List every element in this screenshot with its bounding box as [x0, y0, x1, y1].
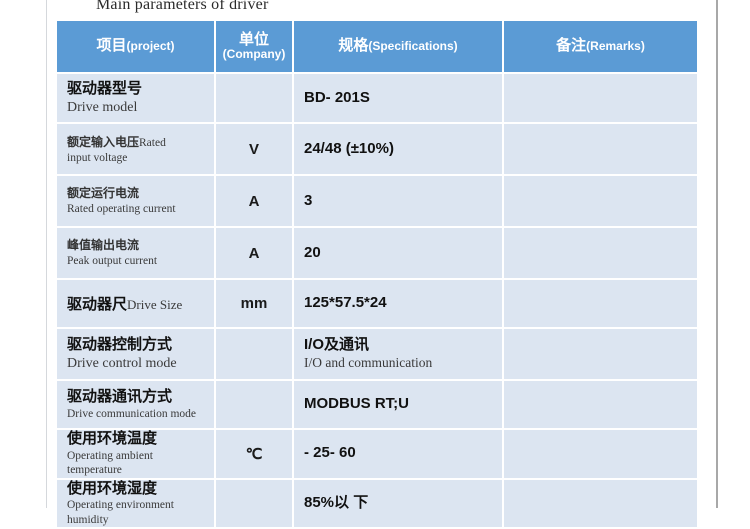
column-header-remarks-en: (Remarks) [586, 39, 645, 54]
spec-value: BD- 201S [304, 88, 370, 106]
column-header-remarks: 备注(Remarks) [504, 21, 697, 72]
table-body: 驱动器型号 Drive model BD- 201S 额定输入电压Rated i… [57, 74, 697, 527]
cell-item-drive-communication-mode: 驱动器通讯方式 Drive communication mode [57, 381, 214, 428]
cell-unit-drive-communication-mode [216, 381, 292, 428]
cell-remark-rated-input-voltage [504, 124, 697, 174]
spec-value: 3 [304, 191, 313, 209]
column-header-project-zh: 项目 [96, 37, 127, 55]
cell-unit-operating-environment-humidity [216, 479, 292, 527]
item-label-en-part1: Rated [139, 136, 166, 149]
cell-unit-rated-operating-current: A [216, 176, 292, 226]
column-header-remarks-zh: 备注 [556, 37, 587, 55]
column-header-unit-en: (Company) [222, 47, 286, 62]
cell-spec-operating-environment-humidity: 85%以 下 [294, 479, 502, 527]
spec-value: 24/48 (±10%) [304, 139, 394, 157]
cell-unit-rated-input-voltage: V [216, 124, 292, 174]
cell-remark-drive-model [504, 74, 697, 122]
cell-unit-operating-ambient-temperature: ℃ [216, 430, 292, 478]
item-label-zh: 额定运行电流 [67, 186, 140, 201]
item-label-en: Peak output current [67, 254, 158, 267]
cell-item-rated-operating-current: 额定运行电流 Rated operating current [57, 176, 214, 226]
cell-item-operating-ambient-temperature: 使用环境温度 Operating ambient temperature [57, 430, 214, 478]
table-row: 驱动器通讯方式 Drive communication mode MODBUS … [57, 381, 697, 428]
column-header-unit-zh: 单位 [238, 30, 269, 48]
cell-item-rated-input-voltage: 额定输入电压Rated input voltage [57, 124, 214, 174]
cell-item-drive-size: 驱动器尺Drive Size [57, 280, 214, 327]
item-label-zh: 驱动器通讯方式 [67, 387, 173, 405]
cell-unit-drive-control-mode [216, 329, 292, 379]
cell-spec-drive-model: BD- 201S [294, 74, 502, 122]
cell-spec-drive-size: 125*57.5*24 [294, 280, 502, 327]
table-row: 驱动器控制方式 Drive control mode I/O及通讯 I/O an… [57, 329, 697, 379]
table-header-row: 项目(project) 单位 (Company) 规格(Specificatio… [57, 21, 697, 72]
table-row: 使用环境湿度 Operating environment humidity 85… [57, 479, 697, 527]
cell-remark-peak-output-current [504, 228, 697, 278]
page-frame-rule-left [46, 0, 47, 508]
page-title: Main parameters of driver [96, 0, 269, 13]
table-row: 驱动器尺Drive Size mm 125*57.5*24 [57, 280, 697, 327]
item-label-zh: 额定输入电压 [67, 134, 140, 149]
table-row: 使用环境温度 Operating ambient temperature ℃ -… [57, 430, 697, 478]
table-row: 驱动器型号 Drive model BD- 201S [57, 74, 697, 122]
spec-value: 85%以 下 [304, 493, 369, 511]
table-header: 项目(project) 单位 (Company) 规格(Specificatio… [57, 21, 697, 72]
cell-spec-drive-communication-mode: MODBUS RT;U [294, 381, 502, 428]
column-header-specifications-zh: 规格 [338, 37, 369, 55]
cell-unit-drive-model [216, 74, 292, 122]
item-label-zh: 驱动器尺 [67, 296, 128, 313]
driver-parameters-table: 项目(project) 单位 (Company) 规格(Specificatio… [55, 19, 699, 529]
column-header-project: 项目(project) [57, 21, 214, 72]
table-row: 额定运行电流 Rated operating current A 3 [57, 176, 697, 226]
item-label-en: Drive communication mode [67, 407, 197, 420]
cell-spec-peak-output-current: 20 [294, 228, 502, 278]
item-label-zh: 峰值输出电流 [67, 238, 140, 253]
item-label-en-part2: input voltage [67, 151, 128, 164]
cell-item-peak-output-current: 峰值输出电流 Peak output current [57, 228, 214, 278]
cell-remark-operating-ambient-temperature [504, 430, 697, 478]
column-header-project-en: (project) [126, 39, 175, 54]
cell-item-drive-model: 驱动器型号 Drive model [57, 74, 214, 122]
table-row: 峰值输出电流 Peak output current A 20 [57, 228, 697, 278]
item-label-en: Rated operating current [67, 202, 176, 215]
column-header-specifications-en: (Specifications) [368, 39, 458, 54]
item-label-zh: 使用环境湿度 [67, 479, 158, 497]
spec-value: 20 [304, 243, 321, 261]
cell-item-drive-control-mode: 驱动器控制方式 Drive control mode [57, 329, 214, 379]
table-row: 额定输入电压Rated input voltage V 24/48 (±10%) [57, 124, 697, 174]
item-label-en: Drive control mode [67, 355, 177, 371]
spec-value: 125*57.5*24 [304, 294, 387, 312]
cell-remark-operating-environment-humidity [504, 479, 697, 527]
spec-value-sub: I/O and communication [304, 354, 433, 370]
item-label-en: Operating ambient temperature [67, 449, 153, 477]
column-header-unit: 单位 (Company) [216, 21, 292, 72]
cell-spec-rated-input-voltage: 24/48 (±10%) [294, 124, 502, 174]
cell-remark-drive-communication-mode [504, 381, 697, 428]
cell-spec-operating-ambient-temperature: - 25- 60 [294, 430, 502, 478]
spec-value: - 25- 60 [304, 444, 356, 462]
cell-spec-rated-operating-current: 3 [294, 176, 502, 226]
cell-unit-peak-output-current: A [216, 228, 292, 278]
column-header-specifications: 规格(Specifications) [294, 21, 502, 72]
item-label-zh: 驱动器控制方式 [67, 335, 173, 353]
spec-value: I/O及通讯 [304, 336, 370, 354]
item-label-zh: 使用环境温度 [67, 430, 158, 447]
item-label-en: Operating environment humidity [67, 499, 174, 526]
cell-item-operating-environment-humidity: 使用环境湿度 Operating environment humidity [57, 479, 214, 527]
page-frame-rule-right [716, 0, 718, 508]
item-label-en: Drive model [67, 99, 138, 115]
spec-table-container: 项目(project) 单位 (Company) 规格(Specificatio… [55, 19, 697, 529]
cell-remark-drive-size [504, 280, 697, 327]
item-label-en: Drive Size [127, 297, 183, 312]
cell-remark-drive-control-mode [504, 329, 697, 379]
cell-remark-rated-operating-current [504, 176, 697, 226]
cell-spec-drive-control-mode: I/O及通讯 I/O and communication [294, 329, 502, 379]
spec-value: MODBUS RT;U [304, 395, 409, 413]
item-label-zh: 驱动器型号 [67, 79, 143, 97]
cell-unit-drive-size: mm [216, 280, 292, 327]
